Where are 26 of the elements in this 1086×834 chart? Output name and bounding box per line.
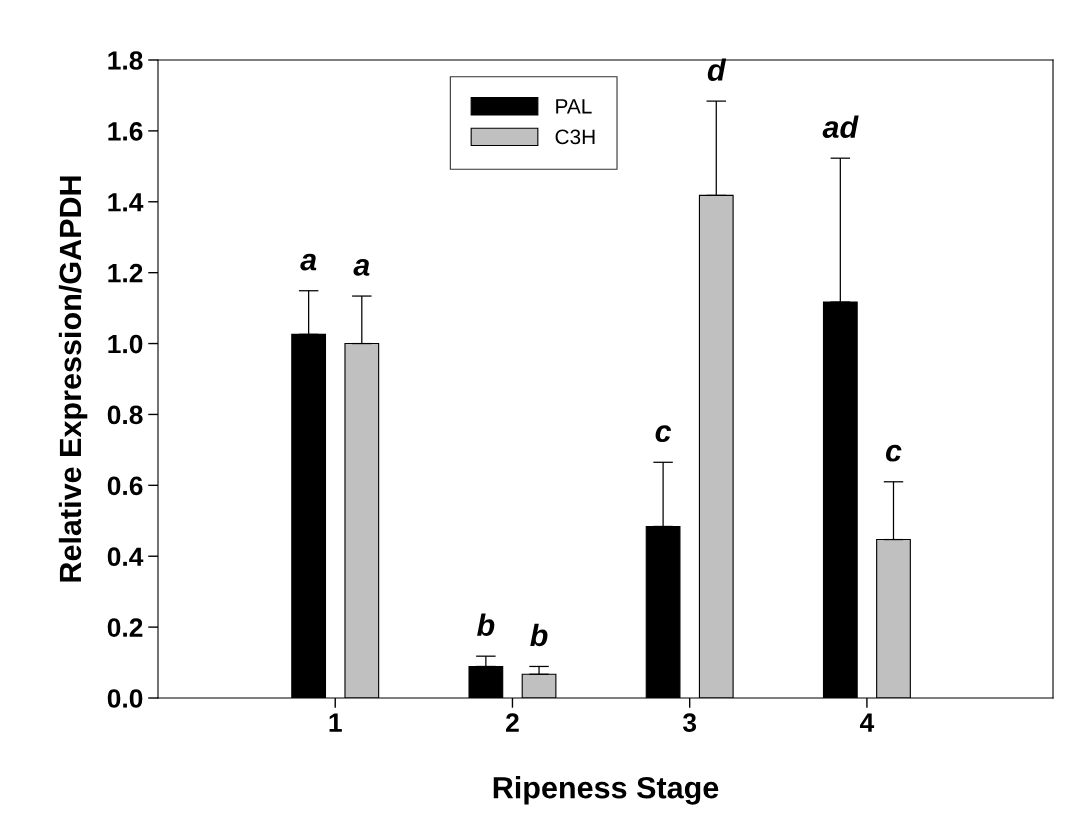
annotation: ad <box>822 115 859 138</box>
y-tick-label: 0.4 <box>107 547 144 567</box>
annotation: a <box>300 253 317 271</box>
y-axis-title: Relative Expression/GAPDH <box>58 176 88 582</box>
y-tick-label: 1.2 <box>108 263 143 283</box>
legend-label: PAL <box>556 99 592 114</box>
annotation: c <box>655 425 672 443</box>
legend-label: C3H <box>555 129 595 145</box>
y-tick-label: 0.6 <box>107 476 143 496</box>
x-tick-label: 2 <box>506 713 519 732</box>
x-tick-label: 4 <box>859 713 875 732</box>
y-tick-label: 1.8 <box>108 51 143 70</box>
x-tick-label: 3 <box>682 713 697 732</box>
y-tick-label: 0.0 <box>107 689 143 708</box>
annotation: c <box>885 444 902 462</box>
x-axis-title: Ripeness Stage <box>493 776 719 805</box>
annotation: a <box>353 259 370 276</box>
y-tick-label: 1.6 <box>108 122 143 141</box>
annotation: b <box>530 623 548 647</box>
annotation: d <box>707 58 727 81</box>
y-tick-label: 1.4 <box>108 193 144 212</box>
annotation: b <box>477 613 495 636</box>
y-tick-label: 0.2 <box>107 618 143 637</box>
y-tick-label: 1.0 <box>108 334 143 354</box>
y-tick-label: 0.8 <box>107 405 143 425</box>
x-tick-label: 1 <box>329 713 342 732</box>
